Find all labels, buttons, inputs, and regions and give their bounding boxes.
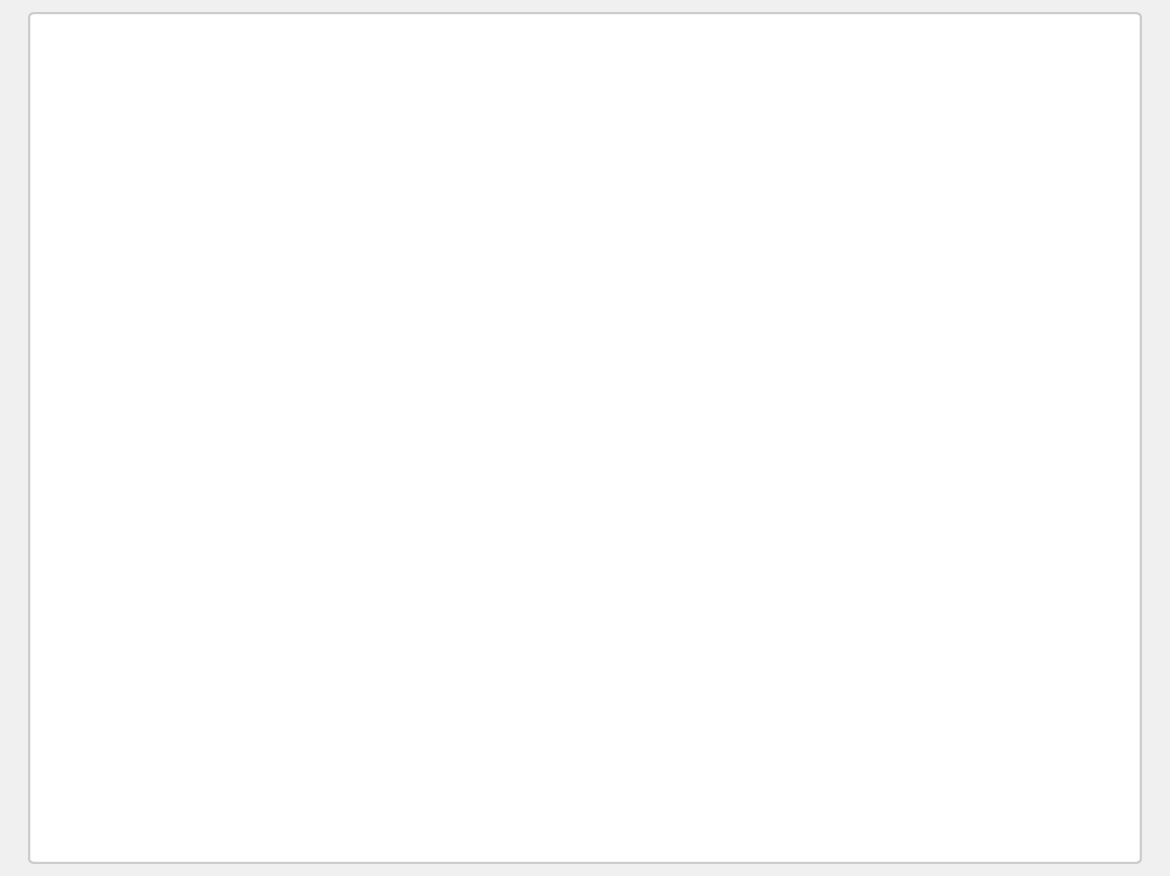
Text: v(t): v(t) [589,715,652,749]
Text: L: L [557,437,578,471]
Text: -: - [846,693,862,736]
Text: energy stored in the inductor (at t=0) in: energy stored in the inductor (at t=0) i… [76,206,858,244]
Text: Joules.: Joules. [76,276,204,314]
Text: +: + [374,707,410,749]
Text: i(t): i(t) [238,439,289,473]
Text: Enter the answer to 3 significant figures.: Enter the answer to 3 significant figure… [76,372,868,410]
FancyBboxPatch shape [29,13,1141,863]
Text: inductor is i(t) = 2.8 A.  Find the initial: inductor is i(t) = 2.8 A. Find the initi… [76,136,818,173]
Text: The current through an L = 49 mH: The current through an L = 49 mH [76,66,746,103]
